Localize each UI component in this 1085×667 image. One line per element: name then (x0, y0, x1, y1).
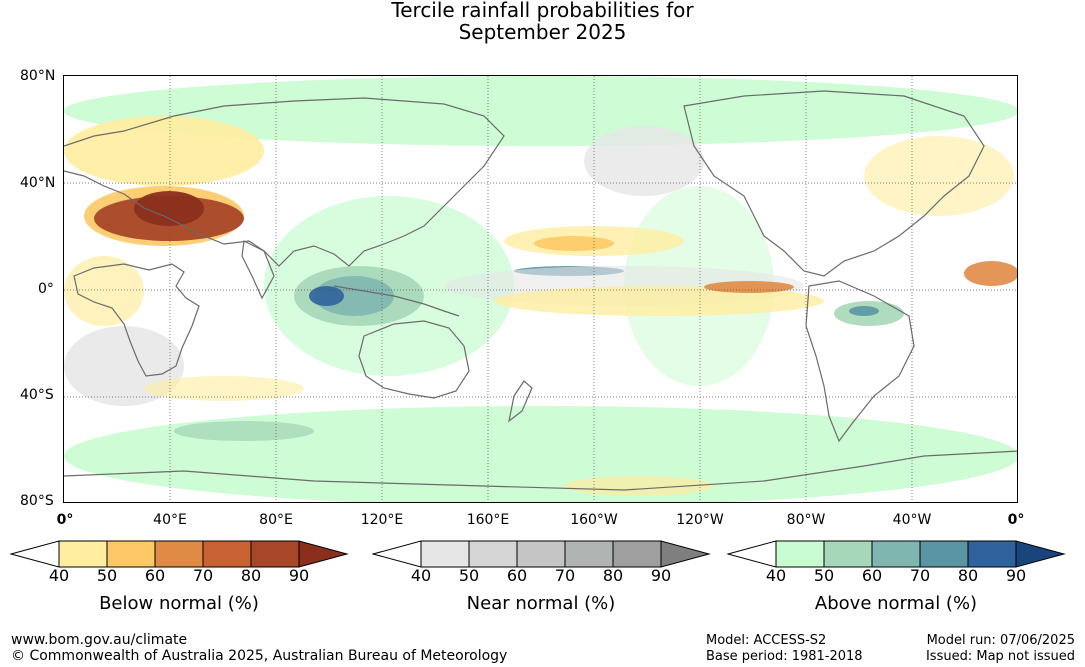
colorbar-near-normal (372, 540, 712, 568)
lat-label-0: 0° (38, 281, 54, 297)
tick: 40 (765, 566, 787, 585)
lon-label-120w: 120°W (676, 512, 724, 528)
footer-base-period: Base period: 1981-2018 (706, 649, 863, 664)
colorbar-segment (516, 540, 566, 568)
probability-patch (964, 261, 1017, 286)
tick: 60 (861, 566, 883, 585)
lon-label-160e: 160°E (466, 512, 510, 528)
rainfall-probability-map (63, 75, 1018, 503)
probability-patch (564, 476, 714, 496)
footer-copyright: © Commonwealth of Australia 2025, Austra… (11, 648, 508, 664)
colorbar-segment (823, 540, 873, 568)
colorbar-segment (202, 540, 252, 568)
tick: 80 (957, 566, 979, 585)
graticule (64, 76, 1017, 502)
colorbar-segment (58, 540, 108, 568)
probability-patch (494, 286, 824, 316)
probability-patch (849, 306, 879, 316)
coastline-north-america (683, 90, 985, 277)
colorbar-extend-high (298, 540, 349, 568)
footer-model-run: Model run: 07/06/2025 (926, 633, 1075, 648)
colorbar-segment (612, 540, 662, 568)
probability-patch (144, 376, 304, 401)
probability-patch (704, 281, 794, 293)
lon-label-0: 0° (56, 512, 74, 528)
tick: 40 (410, 566, 432, 585)
colorbar-below-normal (10, 540, 350, 568)
tick: 70 (554, 566, 576, 585)
colorbar-above-normal (727, 540, 1067, 568)
lat-label-40n: 40°N (20, 175, 56, 191)
colorbar-segment (420, 540, 470, 568)
probability-patch (864, 136, 1014, 216)
tick: 90 (288, 566, 310, 585)
lon-label-80w: 80°W (786, 512, 826, 528)
coastline-india (241, 240, 275, 300)
colorbar-segment (106, 540, 156, 568)
colorbar-segment (775, 540, 825, 568)
colorbar-segment (468, 540, 518, 568)
footer-website: www.bom.gov.au/climate (11, 632, 188, 648)
lon-label-120e: 120°E (360, 512, 404, 528)
tick: 50 (813, 566, 835, 585)
colorbar-extend-high (1015, 540, 1066, 568)
footer-issued: Issued: Map not issued (925, 649, 1075, 664)
lat-label-80s: 80°S (20, 493, 54, 509)
probability-fields (64, 76, 1017, 502)
tick: 60 (506, 566, 528, 585)
map-title-line2: September 2025 (458, 20, 627, 44)
lon-label-160w: 160°W (570, 512, 618, 528)
colorbar-segment (871, 540, 921, 568)
probability-patch (584, 126, 704, 196)
colorbar-extend-low (372, 540, 422, 568)
coastline-australia (358, 320, 470, 399)
tick: 50 (458, 566, 480, 585)
colorbar-extend-low (727, 540, 777, 568)
lon-label-40w: 40°W (892, 512, 932, 528)
tick: 60 (144, 566, 166, 585)
lat-label-80n: 80°N (20, 68, 56, 84)
tick: 70 (192, 566, 214, 585)
colorbar-segment (564, 540, 614, 568)
probability-patch (64, 256, 144, 326)
colorbar-segment (967, 540, 1017, 568)
tick: 80 (240, 566, 262, 585)
coastline-eurasia (64, 97, 505, 267)
probability-patch (534, 236, 614, 251)
tick: 50 (96, 566, 118, 585)
colorbar-title-below: Below normal (%) (99, 593, 259, 614)
coastline-antarctica (64, 450, 1017, 491)
probability-patch (134, 191, 204, 226)
colorbar-title-near: Near normal (%) (466, 593, 616, 614)
colorbar-segment (919, 540, 969, 568)
lat-label-40s: 40°S (20, 387, 54, 403)
coastline-africa (73, 263, 200, 377)
map-title-line1: Tercile rainfall probabilities for (391, 0, 694, 22)
tick: 40 (48, 566, 70, 585)
lon-label-0-right: 0° (1007, 512, 1025, 528)
coastline-south-america (805, 280, 915, 443)
map-canvas (64, 76, 1017, 502)
tick: 90 (650, 566, 672, 585)
probability-patch (309, 286, 344, 306)
probability-patch (64, 116, 264, 186)
colorbar-extend-low (10, 540, 60, 568)
probability-patch (64, 406, 1017, 502)
colorbar-segment (154, 540, 204, 568)
tick: 90 (1005, 566, 1027, 585)
colorbar-segment (250, 540, 300, 568)
probability-patch (174, 421, 314, 441)
coastlines (64, 90, 1017, 491)
tick: 80 (602, 566, 624, 585)
colorbar-extend-high (660, 540, 711, 568)
footer-model: Model: ACCESS-S2 (706, 633, 827, 648)
coastline-new-zealand (508, 380, 533, 423)
tick: 70 (909, 566, 931, 585)
lon-label-40e: 40°E (153, 512, 187, 528)
lon-label-80e: 80°E (259, 512, 293, 528)
colorbar-title-above: Above normal (%) (814, 593, 978, 614)
